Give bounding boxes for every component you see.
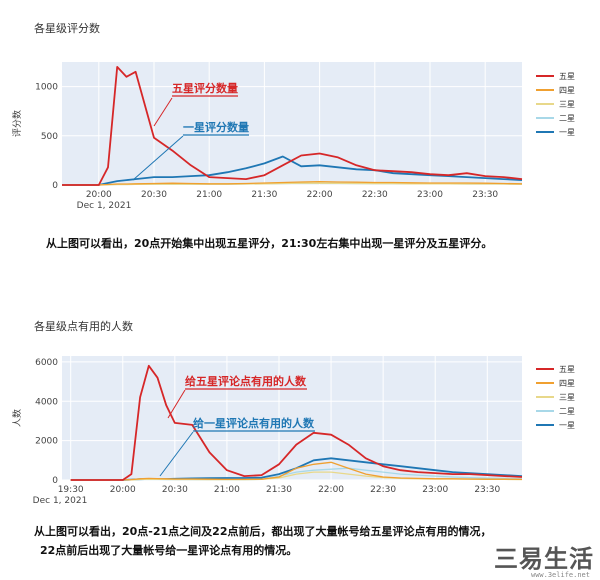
x-tick-label: 22:30 (370, 485, 396, 495)
chart1-svg: 0 500 1000 20:00 20:30 21:00 21:30 22:00 22:30 23… (11, 62, 575, 211)
series-line-5 (62, 155, 523, 186)
legend-label: 一星 (559, 128, 575, 137)
x-tick-label: 21:00 (196, 190, 222, 200)
x-date-label: Dec 1, 2021 (77, 201, 132, 211)
legend-label: 三星 (559, 393, 575, 402)
x-tick-label: 21:00 (214, 485, 240, 495)
annotation-leader (153, 97, 173, 127)
chart2-caption-line1: 从上图可以看出，20点-21点之间及22点前后，都出现了大量帐号给五星评论点有用… (34, 525, 492, 538)
annotation-leader (167, 389, 186, 419)
y-tick-label: 4000 (35, 397, 58, 407)
x-tick-label: 23:30 (474, 485, 500, 495)
y-tick-label: 0 (52, 181, 58, 191)
x-tick-label: 20:30 (162, 485, 188, 495)
x-tick-label: 22:00 (307, 190, 333, 200)
y-tick-label: 500 (41, 132, 58, 142)
legend-label: 一星 (559, 421, 575, 430)
plot-background (62, 356, 522, 480)
legend-label: 四星 (559, 86, 575, 95)
annotation-label: 一星评分数量 (183, 120, 249, 134)
annotation-label: 给五星评论点有用的人数 (185, 374, 307, 388)
legend-label: 二星 (559, 407, 575, 416)
x-tick-label: 22:00 (318, 485, 344, 495)
series-line-2 (70, 461, 523, 481)
x-tick-label: 22:30 (362, 190, 388, 200)
x-tick-label: 21:30 (251, 190, 277, 200)
annotation-leader (159, 431, 194, 477)
watermark-url: www.3elife.net (530, 571, 590, 579)
y-tick-label: 1000 (35, 83, 58, 93)
legend-label: 四星 (559, 379, 575, 388)
y-axis-label: 人数 (11, 409, 23, 427)
legend-label: 三星 (559, 100, 575, 109)
x-tick-label: 20:30 (141, 190, 167, 200)
y-axis-label: 评分数 (11, 110, 23, 137)
annotation-label: 给一星评论点有用的人数 (193, 416, 315, 430)
legend-label: 五星 (559, 72, 575, 81)
watermark-logo: 三易生活 (494, 545, 594, 573)
annotation-label: 五星评分数量 (172, 81, 238, 95)
legend-label: 二星 (559, 114, 575, 123)
y-tick-label: 2000 (35, 437, 58, 447)
annotation-leader (132, 135, 184, 181)
x-tick-label: 23:00 (422, 485, 448, 495)
plot-background (62, 62, 522, 185)
y-tick-label: 0 (52, 476, 58, 486)
y-tick-label: 6000 (35, 358, 58, 368)
x-date-label: Dec 1, 2021 (33, 496, 88, 506)
x-tick-label: 20:00 (110, 485, 136, 495)
legend-label: 五星 (559, 365, 575, 374)
series-line-2 (62, 180, 523, 186)
chart2-title: 各星级点有用的人数 (34, 320, 133, 333)
series-line-1 (70, 364, 523, 481)
x-tick-label: 23:30 (472, 190, 498, 200)
series-line-1 (62, 65, 523, 186)
chart2-svg: 0 2000 4000 6000 19:30 20:00 20:30 21:00 21:30 22… (11, 356, 575, 506)
x-tick-label: 19:30 (58, 485, 84, 495)
x-tick-label: 23:00 (417, 190, 443, 200)
chart2-caption-line2: 22点前后出现了大量帐号给一星评论点有用的情况。 (40, 544, 298, 557)
x-tick-label: 21:30 (266, 485, 292, 495)
chart1-caption: 从上图可以看出，20点开始集中出现五星评分，21:30左右集中出现一星评分及五星… (46, 237, 493, 250)
chart1-title: 各星级评分数 (34, 22, 100, 35)
x-tick-label: 20:00 (86, 190, 112, 200)
